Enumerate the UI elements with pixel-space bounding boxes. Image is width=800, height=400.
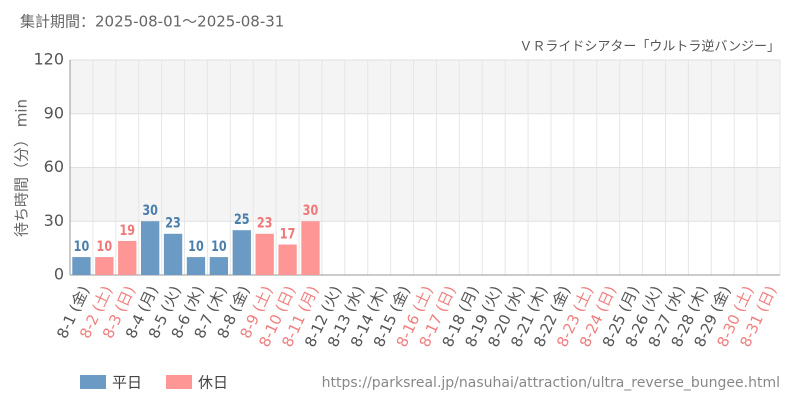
bar bbox=[301, 221, 320, 275]
data-label: 10 bbox=[97, 238, 113, 255]
legend-swatch bbox=[80, 375, 106, 389]
y-tick-label: 0 bbox=[54, 265, 64, 284]
bar bbox=[232, 230, 251, 275]
data-label: 30 bbox=[303, 202, 319, 219]
y-tick-label: 90 bbox=[44, 103, 64, 122]
data-label: 10 bbox=[188, 238, 204, 255]
bar bbox=[255, 233, 274, 275]
grid-band bbox=[70, 167, 780, 222]
bar bbox=[95, 257, 114, 275]
bar bbox=[209, 257, 229, 275]
y-tick-label: 120 bbox=[33, 50, 64, 69]
y-tick-label: 30 bbox=[44, 211, 64, 230]
y-axis-label: 待ち時間（分） min bbox=[13, 99, 31, 237]
data-label: 19 bbox=[119, 222, 135, 239]
bar bbox=[141, 221, 160, 275]
data-label: 10 bbox=[211, 238, 227, 255]
bar bbox=[72, 257, 91, 275]
chart-subtitle: ＶＲライドシアター「ウルトラ逆バンジー」 bbox=[519, 39, 780, 55]
source-url: https://parksreal.jp/nasuhai/attraction/… bbox=[322, 375, 780, 391]
y-tick-label: 60 bbox=[44, 157, 64, 176]
data-label: 30 bbox=[142, 202, 158, 219]
data-label: 17 bbox=[280, 225, 296, 242]
chart-title: 集計期間：2025-08-01～2025-08-31 bbox=[20, 13, 284, 31]
data-label: 23 bbox=[257, 214, 273, 231]
data-label: 25 bbox=[234, 211, 250, 228]
grid-band bbox=[70, 60, 780, 114]
legend-label: 休日 bbox=[198, 374, 228, 392]
data-label: 10 bbox=[74, 238, 90, 255]
bar bbox=[163, 233, 183, 275]
legend-swatch bbox=[166, 375, 192, 389]
bar bbox=[278, 244, 297, 275]
bar bbox=[118, 240, 137, 275]
legend-label: 平日 bbox=[112, 374, 142, 392]
bar bbox=[186, 257, 206, 275]
data-label: 23 bbox=[165, 214, 181, 231]
